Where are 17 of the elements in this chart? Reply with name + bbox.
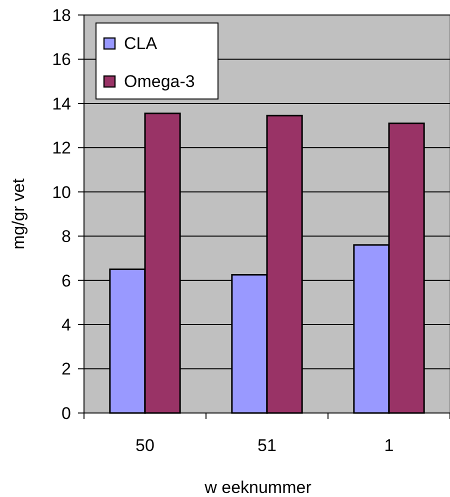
- x-axis-title: w eeknummer: [204, 478, 312, 497]
- y-tick-label: 16: [52, 50, 71, 70]
- y-tick-label: 10: [52, 182, 71, 202]
- y-axis-title: mg/gr vet: [8, 178, 28, 250]
- y-tick-label: 6: [62, 271, 71, 290]
- y-tick-label: 18: [52, 6, 71, 25]
- y-tick-label: 4: [62, 316, 71, 335]
- y-tick-label: 14: [52, 94, 71, 114]
- y-tick-label: 0: [62, 404, 71, 423]
- legend-label: CLA: [124, 34, 158, 53]
- x-tick-label: 1: [384, 436, 394, 455]
- legend-label: Omega-3: [124, 72, 195, 91]
- x-tick-label: 50: [136, 436, 154, 455]
- y-tick-label: 8: [62, 227, 71, 246]
- y-tick-label: 2: [62, 360, 71, 379]
- y-tick-label: 12: [52, 138, 71, 158]
- x-tick-label: 51: [258, 436, 276, 455]
